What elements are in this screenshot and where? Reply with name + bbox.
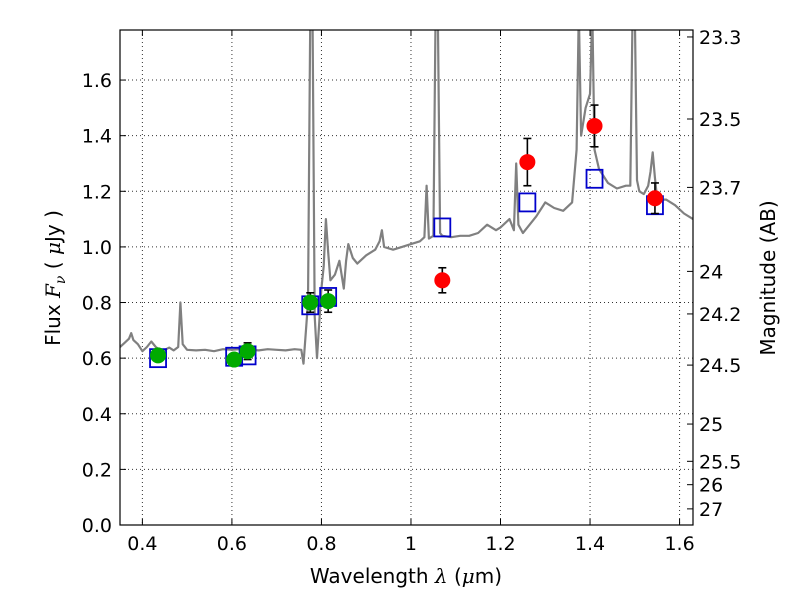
model-spectrum-layer xyxy=(120,30,693,365)
mag-tick-label: 25 xyxy=(699,414,723,436)
observed-point-green xyxy=(302,294,319,311)
data-points-layer xyxy=(149,104,664,369)
x-tick-label: 0.8 xyxy=(306,533,336,555)
y-tick-label: 0.2 xyxy=(82,459,112,481)
y2-axis-label: Magnitude (AB) xyxy=(756,200,780,355)
y-tick-label: 1.2 xyxy=(82,181,112,203)
mag-tick-label: 23.5 xyxy=(699,109,741,131)
y-tick-label: 0.4 xyxy=(82,404,112,426)
model-photometry-square xyxy=(585,168,604,189)
x-tick-label: 1.6 xyxy=(664,533,694,555)
x-tick-label: 1.2 xyxy=(485,533,515,555)
axis-ticks xyxy=(120,30,693,526)
y-tick-label: 0.0 xyxy=(82,515,112,537)
x-axis-label: Wavelength λ (μm) xyxy=(310,564,502,588)
mag-tick-label: 24.2 xyxy=(699,304,741,326)
x-tick-label: 1 xyxy=(405,533,417,555)
mag-tick-label: 23.7 xyxy=(699,177,741,199)
observed-point-red xyxy=(646,190,663,207)
y-tick-label: 0.6 xyxy=(82,348,112,370)
y-tick-label: 1.4 xyxy=(82,126,112,148)
observed-point-red xyxy=(519,154,536,171)
mag-tick-label: 24 xyxy=(699,261,723,283)
observed-point-green xyxy=(239,343,256,360)
y-tick-label: 1.6 xyxy=(82,70,112,92)
x-tick-label: 0.6 xyxy=(217,533,247,555)
model-spectrum-line xyxy=(120,30,693,365)
observed-point-green xyxy=(226,351,243,368)
mag-tick-label: 27 xyxy=(699,499,723,521)
y-axis-label: Flux Fν ( μJy ) xyxy=(41,210,69,346)
observed-point-green xyxy=(150,347,167,364)
mag-tick-label: 26 xyxy=(699,475,723,497)
y-tick-label: 0.8 xyxy=(82,293,112,315)
observed-point-red xyxy=(434,272,451,289)
observed-point-green xyxy=(320,293,337,310)
x-tick-label: 0.4 xyxy=(127,533,157,555)
grid-lines xyxy=(120,30,693,526)
model-photometry-square xyxy=(518,192,537,213)
observed-point-red xyxy=(586,117,603,134)
model-photometry-square xyxy=(433,217,452,238)
x-tick-label: 1.4 xyxy=(575,533,605,555)
mag-tick-label: 23.3 xyxy=(699,27,741,49)
mag-tick-label: 24.5 xyxy=(699,355,741,377)
tick-labels: 0.4 0.6 0.8 1 1.2 1.4 1.6 0.0 0.2 0.4 0.6 0.8 1.0 1.2… xyxy=(82,27,742,555)
y-tick-label: 1.0 xyxy=(82,237,112,259)
plot-frame xyxy=(119,29,694,526)
mag-tick-label: 25.5 xyxy=(699,451,741,473)
